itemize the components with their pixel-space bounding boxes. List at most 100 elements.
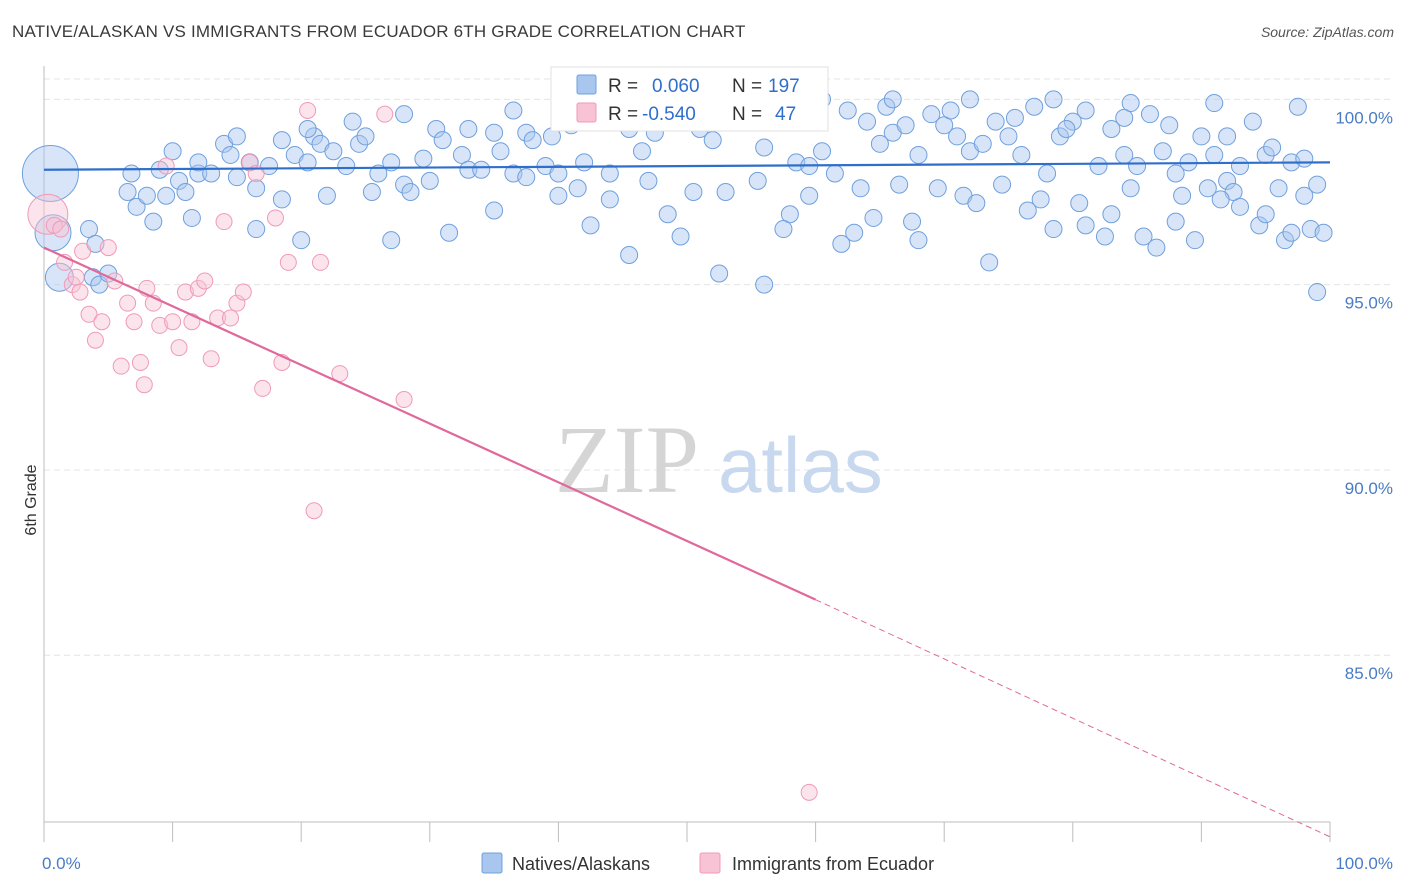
axes bbox=[43, 66, 1331, 842]
natives-point bbox=[272, 131, 291, 150]
natives-point bbox=[523, 131, 542, 150]
ecuador-point bbox=[279, 253, 297, 271]
ecuador-point bbox=[228, 294, 246, 312]
natives-point bbox=[343, 112, 362, 131]
legend-ecuador-r-label: R = bbox=[608, 104, 638, 125]
natives-point bbox=[401, 183, 420, 201]
ecuador-point bbox=[27, 193, 69, 235]
natives-point bbox=[1205, 145, 1224, 164]
natives-point bbox=[780, 205, 799, 224]
natives-trend-line bbox=[43, 161, 1331, 171]
natives-point bbox=[1295, 149, 1314, 168]
natives-point bbox=[221, 145, 240, 164]
natives-point bbox=[851, 179, 870, 198]
natives-point bbox=[317, 186, 336, 205]
y-tick-labels: 85.0% 90.0% 95.0% 100.0% bbox=[1335, 108, 1393, 683]
natives-point bbox=[1121, 94, 1140, 113]
ecuador-point bbox=[266, 209, 284, 227]
natives-point bbox=[1288, 97, 1307, 116]
natives-point bbox=[127, 197, 146, 216]
natives-point bbox=[1308, 175, 1327, 194]
natives-point bbox=[227, 168, 246, 187]
natives-point bbox=[549, 164, 568, 183]
natives-point bbox=[1160, 116, 1179, 135]
natives-point bbox=[703, 131, 722, 150]
natives-point bbox=[1102, 120, 1121, 138]
ecuador-point bbox=[254, 379, 272, 397]
natives-point bbox=[549, 186, 568, 205]
natives-point bbox=[21, 144, 79, 202]
natives-point bbox=[176, 183, 195, 201]
natives-point bbox=[716, 183, 735, 201]
natives-point bbox=[1218, 127, 1237, 146]
natives-point bbox=[247, 220, 266, 239]
natives-point bbox=[382, 231, 401, 250]
legend-natives-label: Natives/Alaskans bbox=[512, 854, 650, 874]
watermark-atlas: atlas bbox=[718, 421, 883, 509]
natives-point bbox=[1076, 101, 1095, 120]
natives-point bbox=[272, 190, 291, 209]
natives-point bbox=[671, 227, 690, 246]
natives-point bbox=[600, 190, 619, 209]
natives-point bbox=[870, 134, 889, 153]
ecuador-point bbox=[119, 294, 137, 312]
y-tick-label-90: 90.0% bbox=[1345, 479, 1393, 498]
ecuador-point bbox=[99, 239, 117, 257]
natives-point bbox=[1134, 227, 1153, 246]
y-tick-label-100: 100.0% bbox=[1335, 108, 1393, 127]
ecuador-point bbox=[241, 153, 259, 171]
natives-point bbox=[157, 186, 176, 205]
natives-point bbox=[382, 153, 401, 172]
natives-point bbox=[1192, 127, 1211, 146]
natives-point bbox=[986, 112, 1005, 131]
legend-ecuador-r-value: -0.540 bbox=[642, 104, 696, 125]
legend-ecuador-n-label: N = bbox=[732, 104, 762, 125]
natives-point bbox=[1038, 164, 1057, 183]
natives-point bbox=[935, 116, 954, 135]
natives-point bbox=[1070, 194, 1089, 213]
natives-point bbox=[1025, 97, 1044, 116]
ecuador-point bbox=[125, 313, 143, 331]
natives-point bbox=[433, 131, 452, 150]
natives-point bbox=[163, 142, 182, 161]
natives-point bbox=[292, 231, 311, 250]
ecuador-point bbox=[157, 157, 175, 175]
natives-point bbox=[491, 142, 510, 161]
natives-point bbox=[459, 120, 478, 138]
natives-point bbox=[337, 157, 356, 176]
natives-point bbox=[1295, 186, 1314, 205]
natives-point bbox=[890, 175, 909, 194]
natives-point bbox=[1063, 112, 1082, 131]
natives-point bbox=[144, 212, 163, 231]
natives-point bbox=[909, 231, 928, 250]
natives-point bbox=[1005, 108, 1024, 127]
natives-point bbox=[909, 145, 928, 164]
ecuador-point bbox=[215, 213, 233, 231]
natives-point bbox=[1218, 171, 1237, 190]
x-tick-label-0: 0.0% bbox=[42, 854, 81, 873]
legend-natives-bottom-swatch bbox=[481, 852, 503, 874]
natives-point bbox=[877, 97, 896, 116]
natives-point bbox=[1147, 238, 1166, 257]
natives-point bbox=[755, 275, 774, 294]
natives-point bbox=[485, 201, 504, 220]
natives-point bbox=[568, 179, 587, 198]
natives-point bbox=[658, 205, 677, 224]
natives-point bbox=[1012, 145, 1031, 164]
natives-point bbox=[1250, 216, 1269, 235]
watermark: ZIP atlas bbox=[555, 406, 883, 513]
ecuador-point bbox=[131, 353, 149, 371]
natives-point bbox=[517, 123, 536, 142]
natives-point bbox=[122, 164, 141, 183]
ecuador-point bbox=[176, 283, 194, 301]
ecuador-point bbox=[67, 268, 85, 286]
natives-point bbox=[170, 171, 189, 190]
ecuador-point bbox=[376, 105, 394, 123]
natives-point bbox=[980, 253, 999, 272]
x-tick-labels: 0.0% 100.0% bbox=[42, 854, 1393, 873]
natives-point bbox=[813, 142, 832, 161]
natives-point bbox=[973, 134, 992, 153]
natives-point bbox=[1121, 179, 1140, 198]
legend-natives-swatch bbox=[576, 74, 597, 95]
natives-point bbox=[832, 234, 851, 253]
